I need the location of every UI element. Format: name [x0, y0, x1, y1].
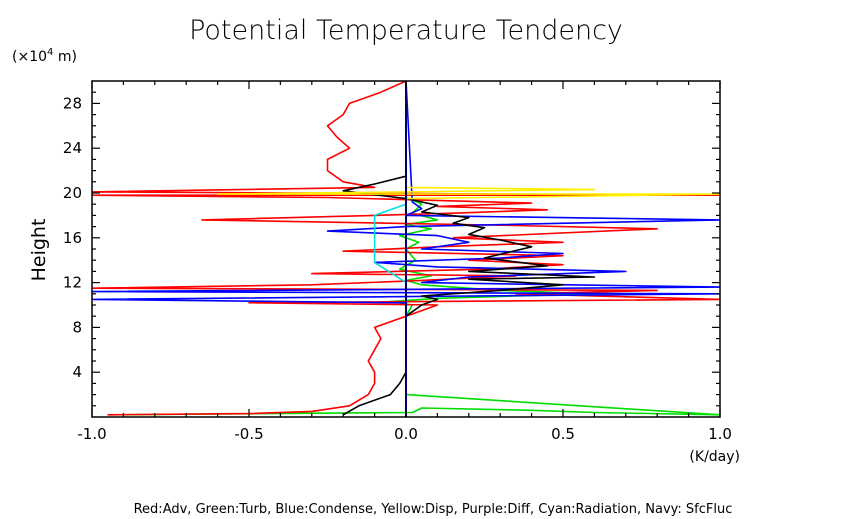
y-axis-label: Height [28, 219, 50, 282]
legend-caption: Red:Adv, Green:Turb, Blue:Condense, Yell… [134, 502, 733, 517]
y-axis-unit-exponent: 4 [47, 47, 53, 58]
y-tick-label: 20 [63, 184, 82, 202]
series-line-3 [342, 81, 596, 416]
x-axis-unit: (K/day) [689, 449, 740, 465]
y-tick-label: 8 [72, 318, 82, 336]
y-axis-unit: (×104 m) [12, 47, 77, 65]
y-tick-label: 24 [63, 139, 82, 157]
y-tick-label: 16 [63, 229, 82, 247]
y-tick-label: 12 [63, 274, 82, 292]
x-tick-label: 1.0 [708, 425, 732, 443]
tick-layer: -1.0 -0.5 0.0 0.5 1.0 4 8 12 16 20 24 28 [63, 81, 732, 443]
y-axis-unit-suffix: m) [53, 49, 77, 65]
chart-title: Potential Temperature Tendency [189, 15, 623, 46]
series-line-1 [92, 81, 720, 416]
x-tick-label: 0.5 [551, 425, 575, 443]
y-tick-label: 4 [72, 363, 82, 381]
x-tick-label: -1.0 [77, 425, 106, 443]
x-tick-label: -0.5 [234, 425, 263, 443]
y-tick-label: 28 [63, 94, 82, 112]
y-axis-unit-prefix: (×10 [12, 49, 47, 65]
series-line-4 [216, 81, 720, 415]
x-tick-label: 0.0 [394, 425, 418, 443]
